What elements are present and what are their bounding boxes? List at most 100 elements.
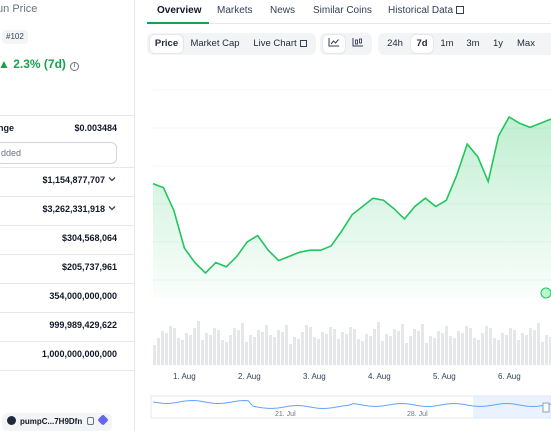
x-axis-label: 4. Aug	[368, 372, 391, 381]
line-chart-button[interactable]	[323, 35, 345, 53]
volume-bar	[469, 328, 472, 365]
volume-bar	[197, 321, 200, 365]
volume-bar	[337, 339, 340, 365]
up-arrow-icon: ▲	[0, 57, 10, 71]
volume-bar	[377, 322, 380, 365]
stat-row: $205,737,961	[0, 255, 134, 283]
volume-bar	[205, 333, 208, 365]
volume-bar	[249, 335, 252, 365]
volume-bar	[305, 325, 308, 365]
stat-row: 999,989,429,622	[0, 313, 134, 341]
volume-bar	[309, 327, 312, 365]
watchlist-field[interactable]: dded	[0, 142, 117, 164]
range-7d-button[interactable]: 7d	[411, 35, 433, 53]
volume-bar	[549, 337, 551, 365]
volume-bar	[529, 328, 532, 365]
tab-markets[interactable]: Markets	[217, 5, 253, 16]
volume-bar	[265, 325, 268, 365]
volume-bar	[449, 336, 452, 365]
volume-bar	[237, 330, 240, 365]
range-1m-button[interactable]: 1m	[440, 38, 454, 49]
volume-bar	[533, 330, 536, 365]
volume-bar	[397, 331, 400, 365]
chart-navigator: 21. Jul 28. Jul	[150, 395, 551, 419]
navigator-label: 21. Jul	[275, 411, 296, 418]
tab-historical-data[interactable]: Historical Data	[388, 5, 465, 16]
volume-bar	[425, 343, 428, 365]
live-chart-label: Live Chart	[253, 38, 297, 49]
volume-bar	[261, 332, 264, 365]
stat-value: 999,989,429,622	[49, 320, 117, 330]
stat-value: $3,262,331,918	[42, 204, 105, 214]
chart-type-live-chart-button[interactable]: Live Chart	[248, 35, 312, 53]
volume-bar	[505, 335, 508, 365]
divider	[0, 312, 134, 313]
range-1y-button[interactable]: 1y	[492, 38, 504, 49]
volume-bar	[253, 337, 256, 365]
range-max-button[interactable]: Max	[517, 38, 535, 49]
volume-bar	[241, 323, 244, 365]
divider	[0, 115, 134, 116]
navigator-frame	[150, 395, 551, 419]
contract-address-chip[interactable]: pumpC...7H9Dfn	[2, 413, 113, 431]
chart-type-price-button[interactable]: Price	[150, 35, 183, 53]
chevron-down-icon[interactable]	[107, 203, 117, 213]
stat-row[interactable]: $1,154,877,707	[0, 168, 134, 196]
volume-bar	[289, 344, 292, 365]
stat-value: $205,737,961	[61, 262, 117, 272]
explorer-icon[interactable]	[97, 414, 109, 426]
volume-bar	[401, 324, 404, 365]
volume-bar	[321, 332, 324, 365]
volume-bar	[513, 330, 516, 365]
range-24h-button[interactable]: 24h	[387, 38, 403, 49]
chain-logo-icon	[7, 416, 16, 425]
volume-bar	[365, 334, 368, 365]
volume-bar	[345, 334, 348, 365]
volume-bar	[385, 334, 388, 365]
volume-bar	[281, 332, 284, 365]
stat-row[interactable]: $3,262,331,918	[0, 197, 134, 225]
volume-bar	[541, 342, 544, 365]
candlestick-button[interactable]	[347, 35, 369, 53]
tab-similar-coins[interactable]: Similar Coins	[313, 5, 372, 16]
price-line	[152, 115, 551, 275]
contract-address: pumpC...7H9Dfn	[20, 417, 83, 426]
volume-bar	[285, 325, 288, 365]
volume-bar	[209, 335, 212, 365]
divider	[0, 370, 134, 371]
volume-bar	[169, 326, 172, 365]
volume-bar	[465, 326, 468, 365]
volume-bar	[325, 334, 328, 365]
chart-type-market-cap-button[interactable]: Market Cap	[190, 38, 240, 49]
chevron-down-icon[interactable]	[107, 174, 117, 184]
range-3m-button[interactable]: 3m	[466, 38, 480, 49]
volume-bar	[213, 328, 216, 365]
volume-bar	[233, 328, 236, 365]
external-link-icon	[299, 40, 307, 47]
navigator-label: 28. Jul	[407, 411, 428, 418]
divider	[0, 196, 134, 197]
price-area	[153, 117, 551, 298]
volume-bar	[409, 336, 412, 365]
volume-bar	[517, 340, 520, 365]
price-change-7d: ▲ 2.3% (7d)i	[0, 57, 79, 71]
stat-label: nge	[0, 123, 15, 133]
x-axis-label: 3. Aug	[303, 372, 326, 381]
volume-bar	[457, 331, 460, 365]
navigator-series	[152, 399, 551, 410]
volume-bar	[389, 336, 392, 365]
volume-bar	[393, 329, 396, 365]
volume-bar	[341, 332, 344, 365]
tab-overview[interactable]: Overview	[157, 5, 202, 16]
volume-bar	[245, 342, 248, 365]
volume-bar	[545, 335, 548, 365]
tab-news[interactable]: News	[270, 5, 296, 16]
price-chart[interactable]: 21. Jul 28. Jul 1. Aug 2. Aug 3. Aug 4. Aug 5…	[147, 60, 551, 431]
copy-icon[interactable]	[87, 417, 95, 425]
volume-bar	[509, 328, 512, 365]
volume-bar	[313, 337, 316, 365]
volume-bar	[433, 338, 436, 365]
tab-historical-data-label: Historical Data	[388, 5, 454, 16]
volume-bar	[273, 337, 276, 365]
info-icon[interactable]: i	[69, 62, 79, 71]
